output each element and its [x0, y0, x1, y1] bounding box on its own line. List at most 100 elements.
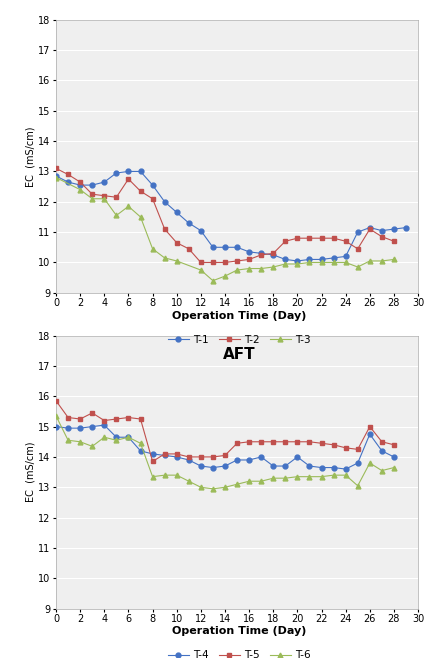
T-4: [162, 451, 167, 459]
T-6: [270, 474, 275, 482]
T-5: [222, 451, 227, 459]
T-1: [126, 168, 131, 176]
T-5: [65, 414, 71, 422]
T-3: [114, 211, 119, 219]
T-4: [366, 430, 372, 438]
T-6: [366, 459, 372, 467]
T-5: [342, 444, 347, 452]
T-1: [210, 243, 215, 251]
T-1: [138, 168, 143, 176]
T-2: [126, 175, 131, 183]
T-3: [318, 259, 323, 266]
T-2: [222, 259, 227, 266]
T-3: [234, 266, 239, 274]
T-2: [282, 238, 287, 245]
T-4: [258, 453, 263, 461]
T-6: [330, 471, 335, 479]
T-6: [89, 442, 95, 450]
T-4: [53, 422, 58, 430]
T-6: [306, 472, 311, 480]
T-4: [282, 462, 287, 470]
Y-axis label: EC  (mS/cm): EC (mS/cm): [25, 126, 35, 186]
T-1: [366, 224, 372, 232]
T-3: [198, 266, 203, 274]
T-1: [378, 226, 384, 234]
T-6: [258, 477, 263, 485]
Line: T-4: T-4: [53, 422, 396, 472]
T-3: [89, 195, 95, 203]
T-4: [114, 433, 119, 441]
T-6: [294, 472, 299, 480]
T-4: [77, 424, 83, 432]
T-5: [294, 438, 299, 445]
T-3: [258, 265, 263, 272]
T-2: [306, 234, 311, 242]
T-6: [186, 477, 191, 485]
T-1: [89, 181, 95, 189]
T-1: [234, 243, 239, 251]
T-1: [150, 181, 155, 189]
T-4: [378, 447, 384, 455]
T-3: [126, 203, 131, 211]
T-6: [234, 480, 239, 488]
T-5: [138, 415, 143, 423]
T-5: [354, 445, 359, 453]
T-1: [162, 198, 167, 206]
T-4: [186, 456, 191, 464]
T-1: [174, 209, 179, 216]
T-6: [318, 472, 323, 480]
T-4: [270, 462, 275, 470]
T-4: [354, 459, 359, 467]
T-1: [282, 255, 287, 263]
T-3: [162, 254, 167, 262]
T-6: [150, 472, 155, 480]
T-3: [294, 260, 299, 268]
T-3: [210, 277, 215, 285]
T-2: [246, 255, 251, 263]
T-1: [390, 225, 396, 233]
T-4: [150, 450, 155, 458]
Legend: T-4, T-5, T-6: T-4, T-5, T-6: [163, 646, 314, 658]
T-6: [246, 477, 251, 485]
T-2: [89, 190, 95, 198]
T-5: [89, 409, 95, 417]
T-4: [294, 453, 299, 461]
T-3: [138, 213, 143, 221]
T-2: [186, 245, 191, 253]
T-2: [138, 188, 143, 195]
T-2: [53, 164, 58, 172]
T-1: [101, 178, 107, 186]
T-5: [390, 441, 396, 449]
T-6: [138, 440, 143, 447]
T-1: [65, 178, 71, 186]
T-6: [282, 474, 287, 482]
T-6: [162, 471, 167, 479]
T-4: [330, 464, 335, 472]
T-2: [270, 249, 275, 257]
T-3: [306, 259, 311, 266]
T-4: [306, 462, 311, 470]
T-3: [150, 245, 155, 253]
T-3: [270, 263, 275, 271]
T-6: [222, 484, 227, 492]
T-6: [114, 436, 119, 444]
T-5: [282, 438, 287, 445]
T-3: [282, 260, 287, 268]
T-1: [198, 226, 203, 234]
Text: Operation Time (Day): Operation Time (Day): [172, 626, 306, 636]
Text: Operation Time (Day): Operation Time (Day): [172, 311, 306, 320]
T-4: [342, 465, 347, 473]
T-3: [246, 265, 251, 272]
T-4: [126, 433, 131, 441]
T-4: [222, 462, 227, 470]
T-2: [77, 178, 83, 186]
T-2: [198, 259, 203, 266]
T-1: [342, 253, 347, 261]
T-6: [77, 438, 83, 445]
T-2: [234, 257, 239, 265]
T-6: [65, 436, 71, 444]
T-1: [258, 249, 263, 257]
T-4: [89, 422, 95, 430]
T-5: [318, 440, 323, 447]
T-1: [306, 255, 311, 263]
